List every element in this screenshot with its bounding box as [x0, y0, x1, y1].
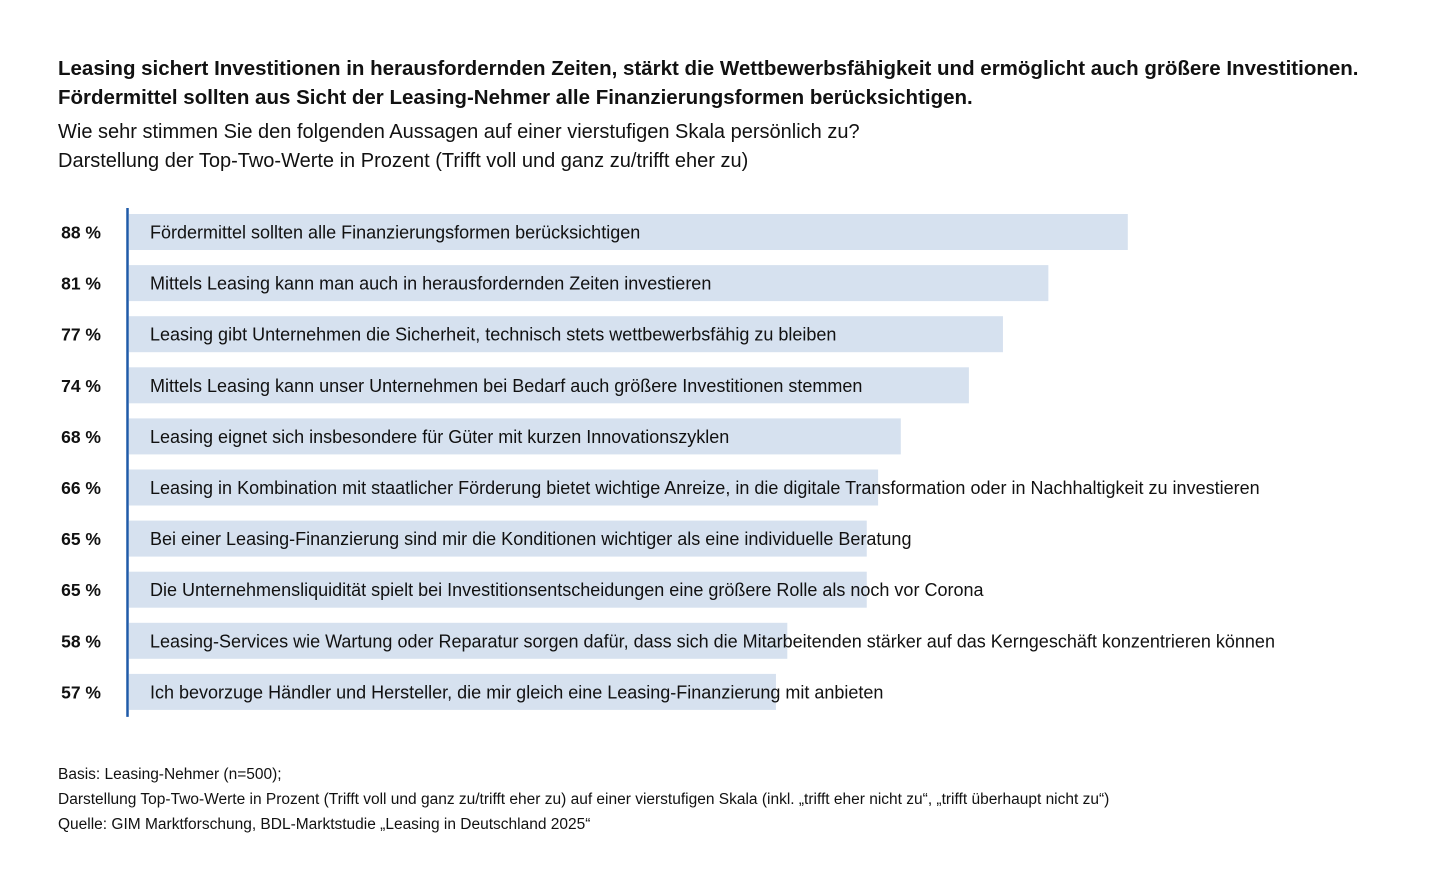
category-label-10: Ich bevorzuge Händler und Hersteller, di… [150, 682, 883, 702]
category-label-4: Mittels Leasing kann unser Unternehmen b… [150, 376, 862, 396]
category-label-7: Bei einer Leasing-Finanzierung sind mir … [150, 529, 911, 549]
bar-2 [129, 265, 1049, 302]
value-label-5: 68 % [61, 427, 101, 447]
category-label-1: Fördermittel sollten alle Finanzierungsf… [150, 223, 640, 243]
subtitle-question: Wie sehr stimmen Sie den folgenden Aussa… [58, 121, 860, 143]
bar-9 [129, 622, 788, 659]
category-label-3: Leasing gibt Unternehmen die Sicherheit,… [150, 325, 836, 345]
value-label-6: 66 % [61, 478, 101, 498]
category-label-2: Mittels Leasing kann man auch in herausf… [150, 274, 711, 294]
footnote-basis: Basis: Leasing-Nehmer (n=500); [58, 766, 282, 783]
bar-8 [129, 571, 867, 608]
value-label-10: 57 % [61, 682, 101, 702]
footnote-source: Quelle: GIM Marktforschung, BDL-Marktstu… [58, 816, 591, 833]
bar-3 [129, 316, 1003, 353]
value-label-2: 81 % [61, 274, 101, 294]
bar-4 [129, 367, 969, 404]
bar-6 [129, 469, 879, 506]
chart-subtitle: Wie sehr stimmen Sie den folgenden Aussa… [58, 118, 1378, 176]
category-label-5: Leasing eignet sich insbesondere für Güt… [150, 427, 729, 447]
value-label-8: 65 % [61, 580, 101, 600]
bar-1 [129, 214, 1128, 250]
category-label-9: Leasing-Services wie Wartung oder Repara… [150, 631, 1275, 651]
value-label-1: 88 % [61, 223, 101, 243]
bar-10 [129, 673, 776, 710]
footnote-method: Darstellung Top-Two-Werte in Prozent (Tr… [58, 791, 1110, 808]
category-label-8: Die Unternehmensliquidität spielt bei In… [150, 580, 984, 600]
bar-7 [129, 520, 867, 557]
bar-5 [129, 418, 901, 455]
footnote: Basis: Leasing-Nehmer (n=500); Darstellu… [58, 762, 1378, 837]
category-label-6: Leasing in Kombination mit staatlicher F… [150, 478, 1260, 498]
value-label-3: 77 % [61, 325, 101, 345]
value-label-7: 65 % [61, 529, 101, 549]
value-label-4: 74 % [61, 376, 101, 396]
chart-title: Leasing sichert Investitionen in herausf… [58, 57, 1359, 109]
subtitle-description: Darstellung der Top-Two-Werte in Prozent… [58, 150, 749, 172]
value-label-9: 58 % [61, 631, 101, 651]
